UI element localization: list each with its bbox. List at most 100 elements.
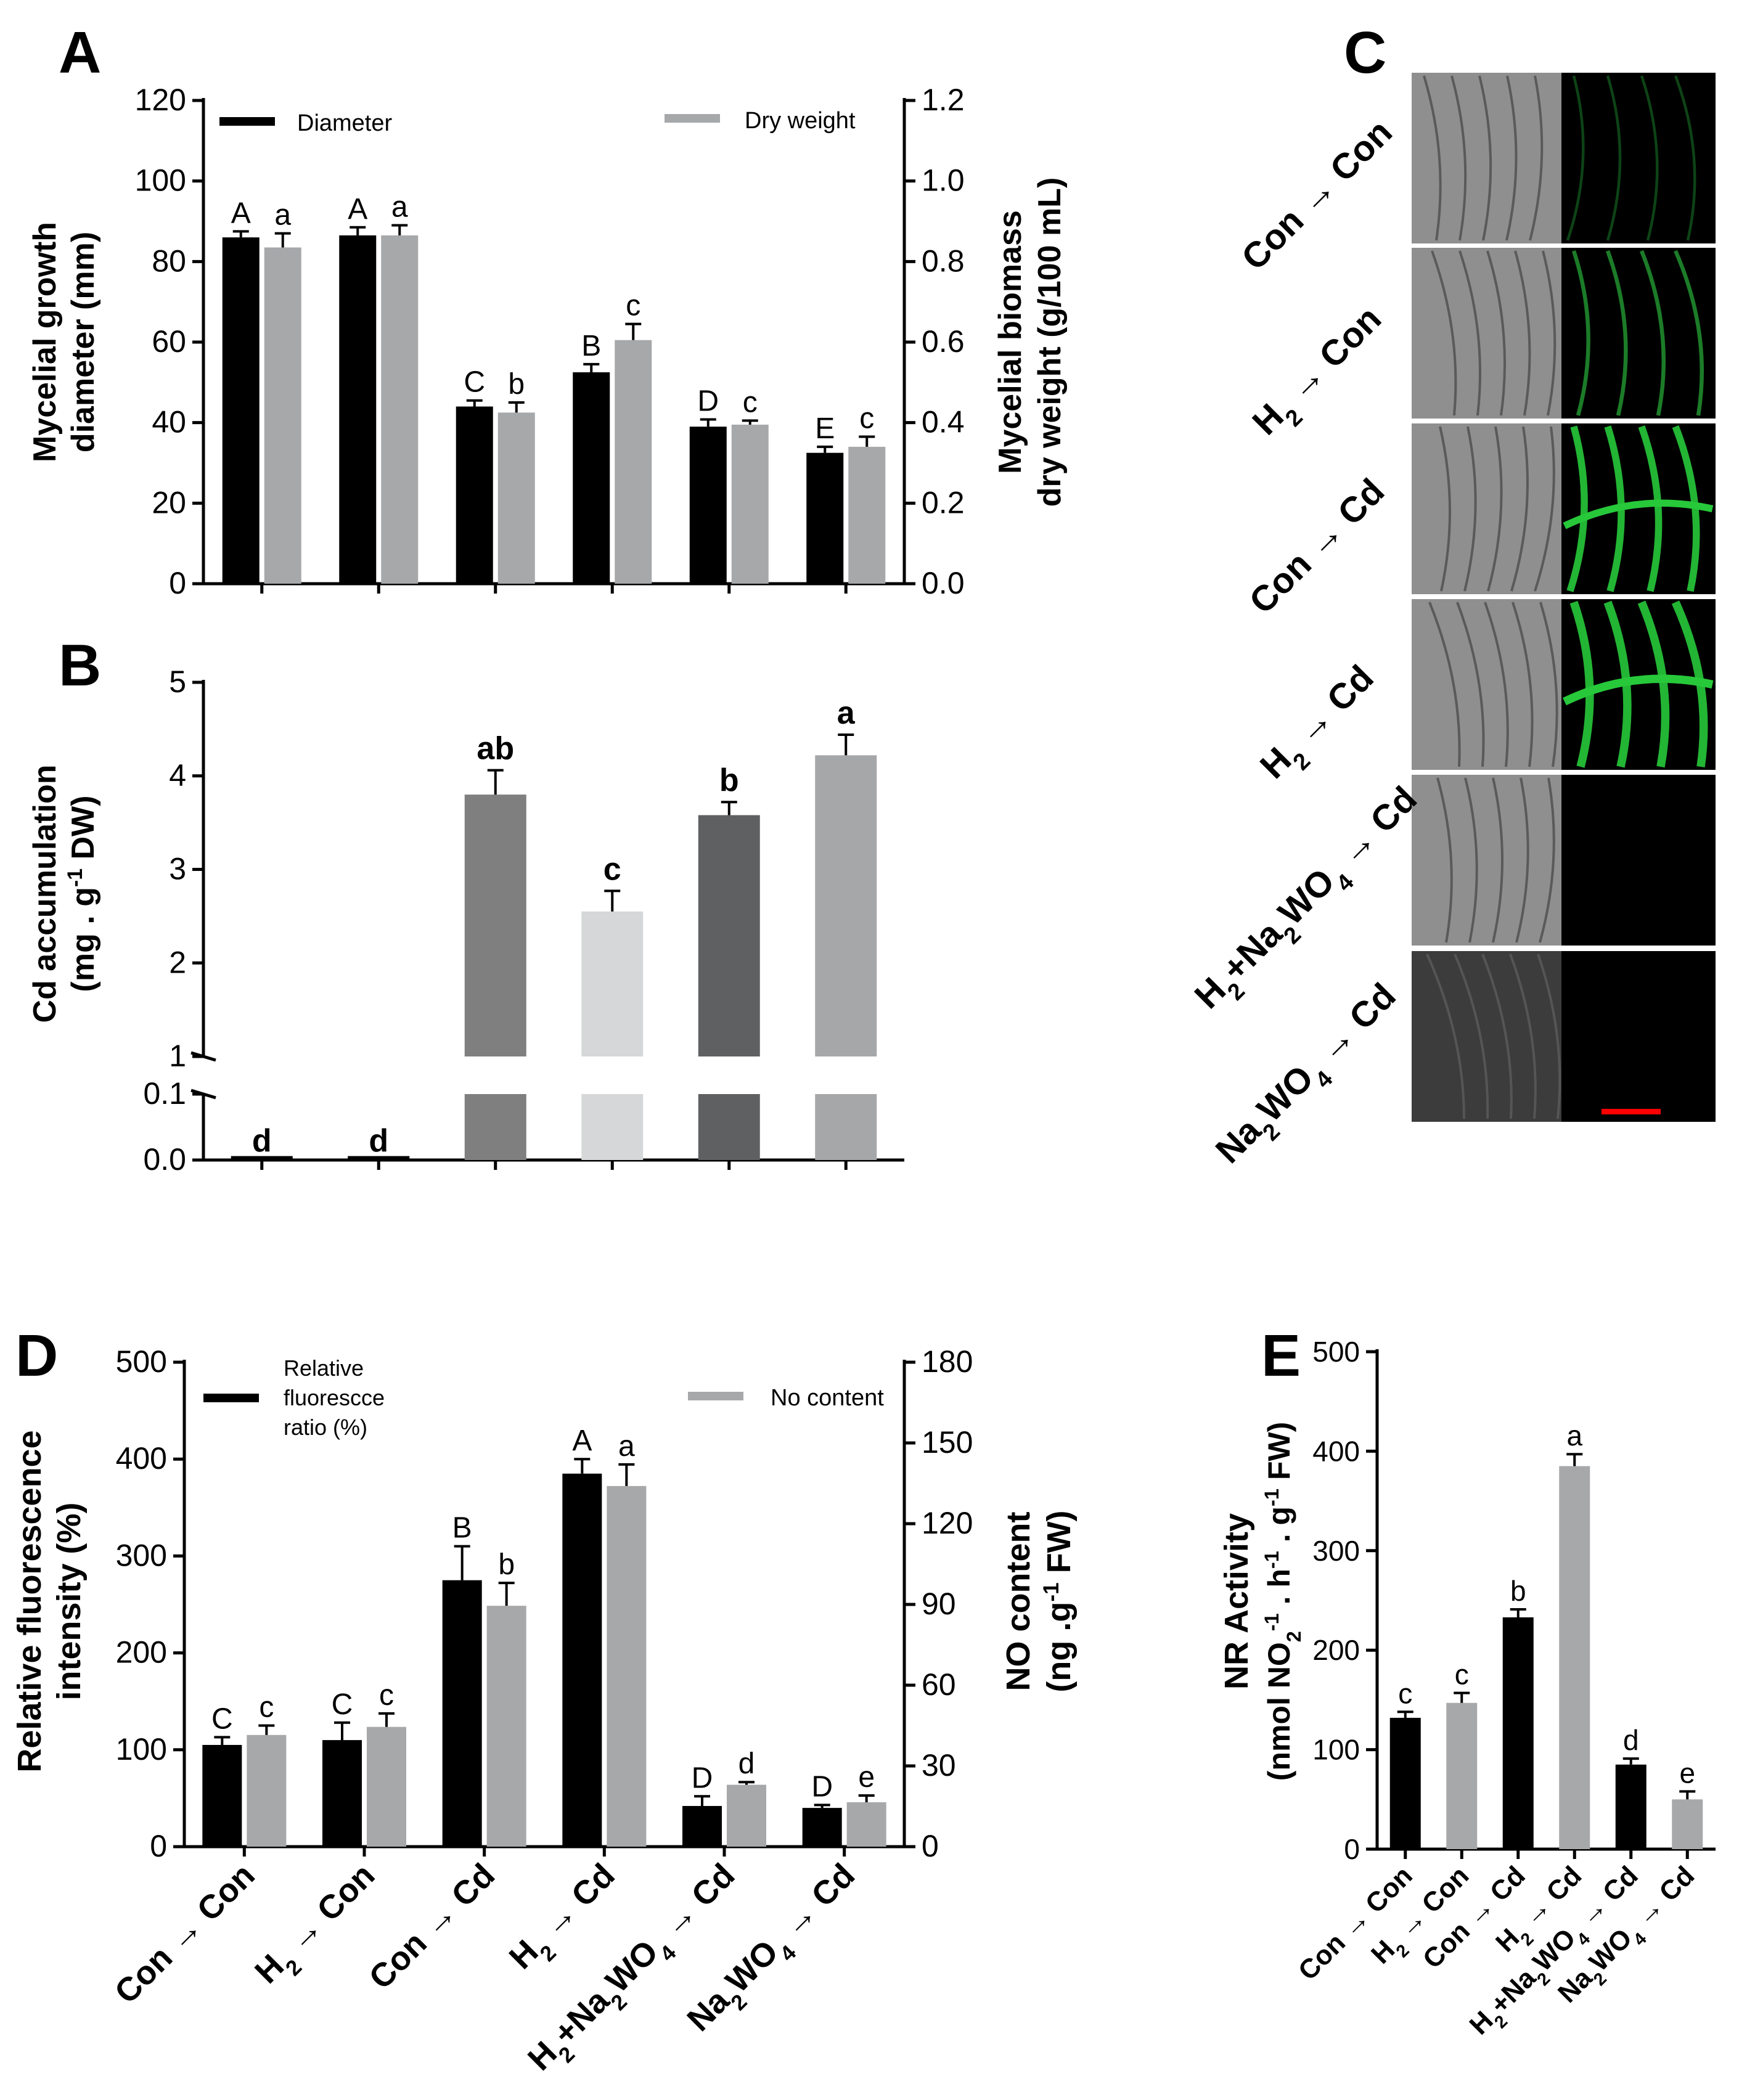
xlabel-d-part: Na — [680, 1982, 737, 2038]
panel-b-chart: B 1 2 3 4 5 0.0 0.1 d d ab c b a Cd accumulation (mg . … — [27, 632, 904, 1177]
xlabel-d-part: +Na — [546, 1982, 616, 2052]
panel-d-label: D — [15, 1323, 58, 1389]
ticklabel-a-right: 1.2 — [922, 83, 965, 117]
bar-b-lower-segment — [815, 1094, 877, 1160]
micrograph-row-4 — [1412, 599, 1716, 770]
bar-a-dry-weight — [731, 424, 769, 584]
legend-d-no-content: No content — [771, 1385, 884, 1411]
micrograph-row-1 — [1412, 73, 1716, 243]
micrograph-row-3 — [1412, 423, 1716, 594]
bar-a-dry-weight — [264, 247, 301, 584]
fluorescent-hypha — [1674, 250, 1704, 416]
ticklabel-e-left: 500 — [1312, 1336, 1360, 1368]
ticklabel-b-left: 3 — [169, 852, 186, 886]
panel-c-micrographs: C Con → Con H2 → Con Con → Cd H2 → CdH2+Na2W… — [1187, 20, 1716, 1171]
ticklabel-d-right: 120 — [922, 1506, 973, 1540]
ylabel-d-left-2: intensity (%) — [51, 1502, 88, 1700]
hypha-trace — [1514, 250, 1531, 416]
letter-b: c — [603, 851, 621, 887]
xlabel-d-part: H — [521, 2035, 564, 2078]
bar-d-no-content — [247, 1734, 287, 1847]
bar-a-dry-weight — [497, 412, 535, 584]
ticklabel-a-left: 40 — [152, 405, 186, 439]
bar-d-no-content — [607, 1485, 647, 1847]
ticklabel-a-right: 0.6 — [922, 324, 965, 359]
hypha-trace — [1487, 426, 1503, 592]
letter-d: b — [498, 1548, 515, 1581]
hypha-trace — [1512, 602, 1534, 767]
ticklabel-a-left: 100 — [135, 163, 186, 198]
xlabel-e-part: H — [1365, 1935, 1401, 1970]
ylabel-b-2-part: -1 — [63, 868, 87, 887]
hypha-trace — [1542, 250, 1557, 416]
ticklabel-e-left: 100 — [1312, 1734, 1360, 1766]
xlabel-e-part: H — [1464, 2006, 1499, 2041]
hypha-trace — [1539, 777, 1555, 943]
xlabel-d: Con → Cd — [362, 1857, 502, 1996]
ticklabel-a-right: 0.4 — [922, 405, 965, 439]
bar-a-diameter — [456, 406, 493, 584]
hypha-trace — [1454, 954, 1489, 1119]
ticklabel-b-left: 4 — [169, 758, 186, 793]
hypha-trace — [1439, 426, 1452, 592]
fluorescent-hypha — [1566, 75, 1585, 241]
xlabel-d-part: WO — [599, 1933, 665, 2000]
ylabel-a-right-1: Mycelial biomass — [992, 210, 1028, 474]
legend-a-dry-weight: Dry weight — [745, 108, 856, 134]
xlabel-d: Con → Con — [108, 1857, 262, 2011]
bar-e — [1446, 1702, 1478, 1849]
ylabel-e-2-part: . h — [1262, 1569, 1296, 1613]
legend-a-diameter: Diameter — [297, 110, 392, 136]
ylabel-a-right-2: dry weight (g/100 mL) — [1032, 178, 1068, 507]
ylabel-d-right-2-part: FW) — [1041, 1510, 1078, 1582]
letter-d: d — [738, 1747, 755, 1780]
letter-e: c — [1455, 1659, 1469, 1691]
hypha-trace — [1505, 75, 1518, 241]
panel-b-label: B — [59, 632, 101, 698]
bar-a-diameter — [222, 237, 260, 584]
letter-a: A — [231, 197, 251, 229]
ylabel-e-2-part: -1 — [1261, 1551, 1283, 1569]
row-label-c-part: H — [1245, 396, 1291, 443]
bar-a-dry-weight — [381, 235, 419, 584]
ticklabel-d-right: 30 — [922, 1748, 956, 1783]
bar-e — [1559, 1466, 1590, 1849]
fluorescent-hypha — [1640, 75, 1659, 241]
bar-d-no-content — [486, 1606, 526, 1847]
hypha-trace — [1515, 777, 1529, 943]
bar-b-low — [348, 1156, 410, 1160]
letter-e: c — [1398, 1677, 1412, 1709]
hypha-trace — [1484, 602, 1509, 767]
bar-b-low — [231, 1156, 293, 1160]
ticklabel-e-left: 400 — [1312, 1435, 1360, 1467]
bar-b-lower-segment — [581, 1094, 644, 1160]
bar-b-lower-segment — [698, 1094, 760, 1160]
micrograph-row-6 — [1412, 951, 1716, 1122]
letter-b: d — [252, 1123, 272, 1159]
bar-b-upper-segment — [815, 755, 877, 1056]
ylabel-a-left-2: diameter (mm) — [65, 232, 101, 452]
ticklabel-d-right: 150 — [922, 1425, 973, 1460]
letter-a: C — [464, 366, 485, 399]
row-label-c-part: +Na — [1214, 913, 1290, 989]
fluorescent-hypha — [1637, 600, 1670, 768]
letter-a: b — [508, 368, 525, 401]
letter-b: ab — [477, 731, 514, 767]
panel-e-label: E — [1261, 1323, 1301, 1389]
ylabel-e-2-part: . g — [1262, 1506, 1296, 1551]
hypha-trace — [1481, 954, 1513, 1119]
ylabel-e-2-part: 2 — [1283, 1631, 1305, 1642]
row-label-c-part: WO — [1270, 861, 1343, 933]
bar-d-no-content — [367, 1726, 406, 1847]
ticklabel-b-left: 1 — [169, 1039, 186, 1073]
fluorescent-hypha — [1639, 250, 1666, 416]
letter-a: E — [815, 412, 835, 445]
fluorescent-hypha — [1638, 425, 1663, 592]
ticklabel-d-left: 0 — [150, 1829, 167, 1863]
brightfield-image — [1412, 775, 1561, 946]
hypha-trace — [1492, 777, 1503, 943]
bar-e — [1615, 1764, 1647, 1849]
row-label-c: H2 → Cd — [1253, 658, 1388, 793]
